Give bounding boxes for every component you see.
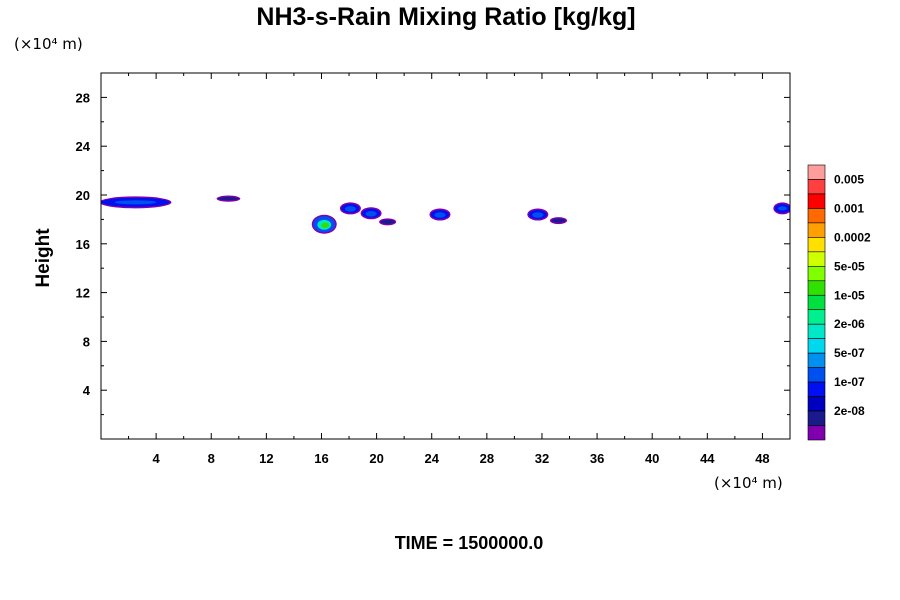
data-feature: [549, 217, 567, 225]
colorbar-label: 0.0002: [834, 230, 871, 244]
data-feature: [379, 218, 397, 226]
x-tick-label: 8: [208, 451, 215, 466]
colorbar-swatch: [807, 367, 826, 383]
x-tick-label: 36: [590, 451, 604, 466]
y-tick-label: 28: [76, 90, 90, 105]
feature-core: [532, 212, 544, 218]
chart-title: NH3-s-Rain Mixing Ratio [kg/kg]: [256, 3, 635, 31]
colorbar-label: 1e-05: [834, 288, 865, 302]
x-tick-label: 48: [755, 451, 769, 466]
feature-inner: [551, 218, 566, 223]
x-tick-label: 40: [645, 451, 659, 466]
colorbar-swatch: [807, 222, 826, 238]
feature-inner: [380, 219, 395, 224]
feature-core: [434, 212, 446, 218]
colorbar-swatch: [807, 193, 826, 209]
y-unit-label: (×10⁴ m): [14, 35, 83, 53]
y-tick-label: 12: [76, 286, 90, 301]
colorbar-label: 2e-06: [834, 317, 865, 331]
x-tick-label: 20: [369, 451, 383, 466]
feature-hot: [321, 222, 330, 229]
colorbar-swatch: [807, 251, 826, 267]
colorbar-swatch: [807, 208, 826, 224]
y-tick-label: 24: [76, 139, 91, 154]
data-feature: [429, 208, 451, 221]
colorbar-swatch: [807, 179, 826, 195]
data-features: [101, 195, 790, 234]
colorbar-label: 5e-07: [834, 346, 865, 360]
feature-core: [344, 206, 356, 212]
colorbar-label: 2e-08: [834, 404, 865, 418]
y-tick-label: 4: [83, 383, 91, 398]
colorbar-label: 0.001: [834, 201, 864, 215]
x-tick-label: 28: [480, 451, 494, 466]
colorbar-label: 1e-07: [834, 375, 865, 389]
data-feature: [339, 202, 361, 215]
colorbar-swatch: [807, 294, 826, 311]
x-tick-label: 44: [700, 451, 715, 466]
plot-frame: [100, 72, 791, 440]
colorbar-swatch: [807, 338, 826, 354]
data-feature: [101, 196, 172, 209]
colorbar-swatch: [807, 425, 826, 441]
x-tick-label: 12: [259, 451, 273, 466]
feature-inner: [218, 197, 239, 201]
colorbar-label: 5e-05: [834, 259, 865, 273]
colorbar-swatch: [807, 396, 826, 412]
y-axis-label: Height: [33, 228, 54, 288]
colorbar-swatch: [807, 381, 826, 397]
x-tick-label: 16: [314, 451, 328, 466]
x-tick-label: 32: [535, 451, 549, 466]
data-feature: [360, 207, 382, 220]
time-label: TIME = 1500000.0: [395, 533, 544, 553]
colorbar: 0.005 0.001 0.0002 5e-05 1e-05 2e-06 5e-07 1e-0…: [807, 164, 871, 441]
colorbar-swatch: [807, 266, 826, 282]
x-unit-label: (×10⁴ m): [714, 474, 783, 492]
x-tick-label: 24: [424, 451, 439, 466]
feature-core: [777, 206, 787, 211]
data-feature: [311, 214, 337, 234]
colorbar-swatch: [807, 164, 826, 180]
data-feature: [773, 202, 790, 215]
colorbar-label: 0.005: [834, 172, 864, 186]
colorbar-swatch: [807, 410, 826, 426]
feature-core: [365, 211, 377, 217]
colorbar-swatch: [807, 280, 826, 296]
data-feature: [216, 195, 241, 202]
data-feature: [527, 208, 549, 221]
y-tick-label: 20: [76, 188, 90, 203]
y-tick-label: 16: [76, 237, 90, 252]
colorbar-swatch: [807, 309, 826, 325]
colorbar-swatch: [807, 323, 826, 339]
x-tick-label: 4: [153, 451, 161, 466]
colorbar-swatch: [807, 352, 826, 368]
colorbar-swatch: [807, 237, 826, 253]
feature-core: [114, 200, 157, 205]
y-tick-label: 8: [83, 334, 90, 349]
